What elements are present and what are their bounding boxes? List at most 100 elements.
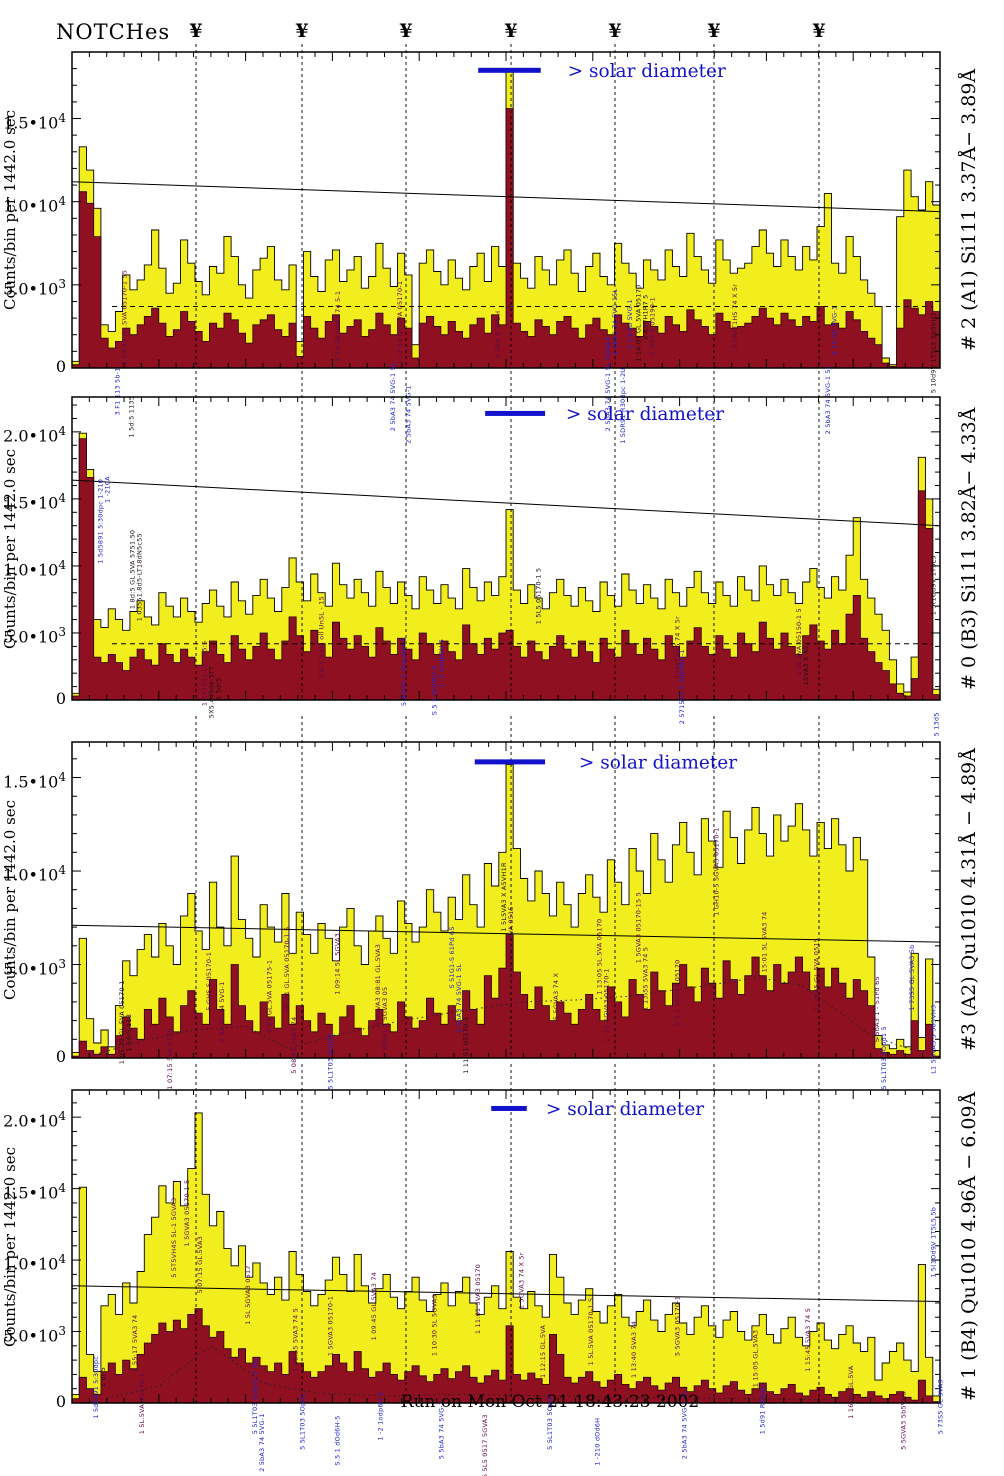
event-label: 1 13:55 5VA3 74 5 — [642, 947, 650, 1011]
event-label: 5 5GVA3 5b5VH3 — [899, 1391, 907, 1450]
event-label: 1 10:30 5L 5GVA3 — [431, 1294, 439, 1356]
event-label: S.5 1 dOd6H-5 — [333, 1416, 341, 1466]
event-label: 1 5d91 R30dpc — [759, 1382, 767, 1434]
y-tick-label: 1.5•104 — [3, 490, 66, 513]
histogram-layer — [71, 432, 941, 701]
event-label: 1 5RA01.5 5GVA3 05 — [381, 987, 389, 1058]
event-label: 1 10:5A 5VA3 74 5-1 — [334, 291, 342, 362]
y-tick-label: 1.0•104 — [3, 193, 66, 215]
event-label: 1 5L.5VA 05170-1 5 — [587, 1298, 595, 1366]
trend-line — [71, 1285, 941, 1303]
axes-frame — [71, 741, 941, 1059]
panel-3-title: #3 (A2) Qu1010 4.31Å − 4.89Å — [958, 748, 980, 1052]
panel-1-chart: > solar diameter 3 F1 113 5b-1 1 05:45 GL.… — [71, 44, 941, 444]
solar-diameter-marker: > solar diameter — [491, 1099, 704, 1120]
event-label: 1 5GVA3 05170-15 5 — [635, 892, 643, 963]
y-tick-label: 0 — [55, 1047, 66, 1066]
y-tick-label: 1.0•104 — [3, 863, 66, 885]
event-label: 1 5DR91 R30dpc 1-2U — [619, 368, 627, 444]
event-label: 1 15:45 GL.5VA 0515 — [813, 938, 821, 1011]
notch-symbol: ¥ — [295, 20, 309, 42]
event-label: 1 5L.5VA 05150-1 5 — [795, 608, 803, 676]
event-label: 08:81 GL.5VA 05170-1 5 — [283, 927, 291, 1011]
axes-frame — [71, 1089, 941, 1404]
y-tick-label: 1.0•104 — [3, 557, 66, 580]
event-label: 1 03551.8d5-LT18dN5c55 — [135, 533, 143, 621]
event-annotations: 1 05:30 GL.5VA 05170-11 5dr5 113 1 07:15 … — [118, 827, 938, 1089]
event-label: 5 5L1T03 5Opd1 5 5b — [251, 1360, 259, 1434]
y-tick-label: 5.0•103 — [3, 1323, 66, 1345]
y-tick-label: 0 — [55, 689, 66, 708]
solar-diameter-marker: > solar diameter — [485, 404, 724, 425]
event-annotations: 1 5d5891 5:30dpc 1 8r-51 55:17 5VA3 741 5… — [92, 1180, 945, 1476]
histogram-layer — [71, 1112, 941, 1404]
event-label: 1 09:14 5L 5GVA3 — [333, 933, 341, 995]
event-label: 1 5L5 05170-1 5 — [535, 568, 543, 625]
y-tick-label: 2.0•104 — [3, 1109, 66, 1131]
event-label: 1 5GVA3 05170-1 — [326, 1296, 334, 1356]
event-label: 5 5GVA3 08:81 GL.5VA3 — [374, 944, 382, 1027]
event-label: 6 81 GL.5VA 05175-1 — [266, 960, 274, 1033]
event-label: 5 07:15 GL.5VA3 — [196, 1236, 204, 1293]
event-label: L1 5GVA3 5 5b5VH3 — [930, 1005, 938, 1074]
event-label: 1 14:01 GL.5VA 05170 — [635, 285, 643, 362]
event-label: 1 16:20 GL.5VA — [847, 1365, 855, 1418]
event-label: 1 12:10 GL.5VA 0515 — [507, 906, 515, 979]
y-tick-label: 1.5•104 — [3, 769, 66, 791]
panel-1-title: # 2 (A1) Si111 3.37Å− 3.89Å — [958, 68, 980, 352]
notch-symbol: ¥ — [189, 20, 203, 42]
histogram-layer — [71, 763, 941, 1059]
event-label: 1 5L.5VA 05170-1 — [138, 1373, 146, 1434]
event-label: 1 08:55 5VA3 74 5 — [292, 1308, 300, 1372]
dotted-curve — [106, 1345, 854, 1401]
event-label: S 51G1-S 61Pd 65 — [448, 926, 456, 988]
event-label: 1 5GVA3 74 X 5r — [517, 1252, 525, 1309]
y-tick-label: 0 — [55, 1392, 66, 1411]
y-tick-label: 5.0•103 — [3, 956, 66, 978]
axes-frame — [71, 51, 941, 369]
event-label: 5 5GVA3 05170-1 — [674, 1296, 682, 1356]
event-label: 5 08:81 5VA3 74 — [290, 1017, 298, 1074]
event-label: 1 09:45 GL.5VA3 74 — [370, 1272, 378, 1340]
event-label: 1 5d:5 1135 — [128, 396, 136, 438]
event-label: 2 5bA3 74 5VG-1 — [405, 385, 413, 444]
event-label: L5VA3 X A5 — [802, 645, 810, 685]
event-label: 1 5dr5 — [214, 678, 222, 700]
y-tick-label: 1.5•104 — [3, 1180, 66, 1202]
panel-3: > solar diameter 1 05:30 GL.5VA 05170-1 1 … — [71, 716, 941, 1090]
notch-symbol: ¥ — [608, 20, 622, 42]
event-label: 2 5bA3 74 5VG-1 5L 5GVA3 — [604, 337, 612, 431]
event-label: 1 8r-5 — [99, 1367, 107, 1387]
event-label: 1 5L 5GVA3 0517 — [244, 1265, 252, 1324]
event-label: 5X5.4d5de-5TT — [208, 666, 216, 718]
footer-timestamp: Run on Mon Oct 21 18:43:23 2002 — [400, 1392, 700, 1412]
event-label: 1 05:45 GL.SVA 05170-1 55 — [121, 270, 129, 365]
event-label: 1 -2 1odp6H 5 — [377, 1392, 385, 1441]
panel-3-chart: > solar diameter 1 05:30 GL.5VA 05170-11 … — [71, 716, 941, 1090]
event-label: 1 8d:5 GL.5VA 5751.50 — [129, 530, 137, 609]
event-label: 2 5715S1.5 3opd6H-1 — [678, 649, 686, 724]
event-label: 2 08:01 74 5VG-1 — [218, 982, 226, 1043]
solar-diameter-label: > solar diameter — [566, 404, 724, 425]
histogram-layer — [71, 71, 941, 369]
event-label: 1 13:05 5L.5VA 05170 — [596, 919, 604, 995]
event-label: 5 5L1T03 5Opd1 — [546, 1393, 554, 1450]
event-label: 3 F1 113 5b-1 — [114, 367, 122, 415]
trend-line — [71, 181, 941, 213]
notches-label: NOTCHes — [56, 20, 171, 44]
event-label: 5 5R4 5 3POH — [494, 311, 502, 359]
notch-lines — [195, 371, 820, 700]
event-label: S 5bA3 1 - S1Pd 65 — [873, 976, 881, 1042]
panel-2-chart: > solar diameter 1 5d5891 5:30dpc 1-2101 … — [71, 371, 941, 736]
event-label: 2 5bA3 74 5VG-1 5L — [455, 964, 463, 1033]
event-label: S A X V H4 oll Un5L - 15 — [318, 596, 326, 679]
notch-symbol: ¥ — [399, 20, 413, 42]
event-label: 5 10d9V 1T5L5 5b5VH3 — [930, 312, 938, 393]
event-label: 1 11:24 GL.5VA 05170-1 — [396, 281, 404, 365]
y-tick-label: 5.0•103 — [3, 276, 66, 299]
notch-lines — [195, 44, 820, 368]
event-label: 2 15:5b 5VG-1 — [831, 306, 839, 356]
solar-diameter-marker: > solar diameter — [474, 752, 737, 773]
panel-4-title: # 1 (B4) Qu1010 4.96Å − 6.09Å — [958, 1091, 980, 1402]
